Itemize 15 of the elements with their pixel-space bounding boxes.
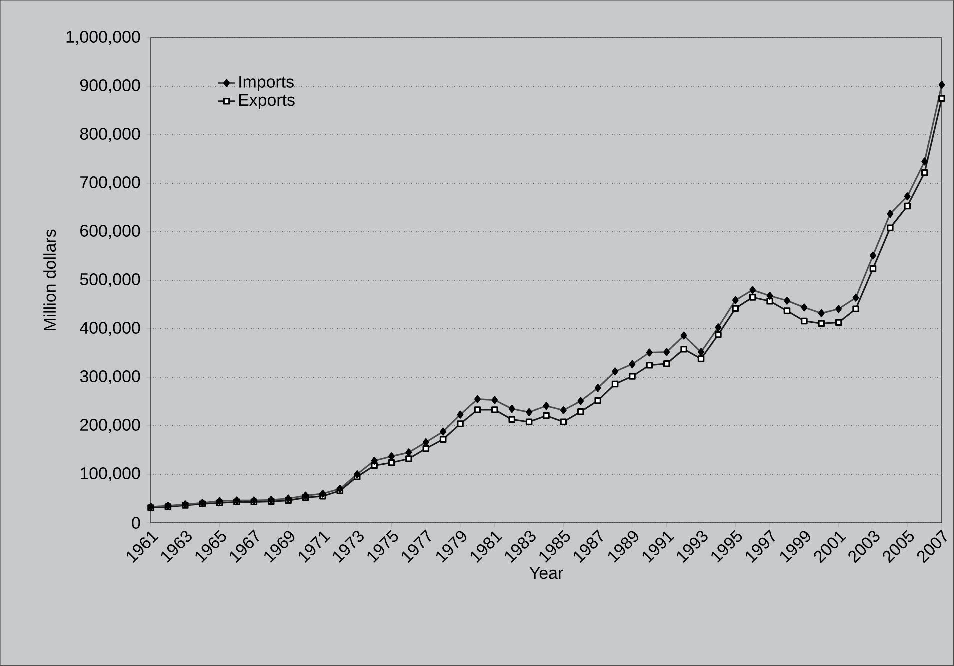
y-tick-label: 400,000 [80,322,140,336]
y-tick-label: 600,000 [80,225,140,239]
y-tick-label: 800,000 [80,128,140,142]
y-tick-label: 700,000 [80,176,140,190]
x-axis-title: Year [530,567,564,580]
legend-label: Exports [239,94,295,110]
legend-label: Imports [240,76,294,92]
y-tick-label: 200,000 [80,419,140,433]
y-tick-label: 300,000 [80,370,140,384]
y-tick-label: 1,000,000 [66,30,140,45]
y-tick-label: 900,000 [80,80,140,94]
y-tick-label: 500,000 [80,274,140,288]
y-tick-label: 100,000 [80,468,140,482]
y-axis-title: Million dollars [44,230,56,330]
y-tick-label: 0 [132,517,140,530]
